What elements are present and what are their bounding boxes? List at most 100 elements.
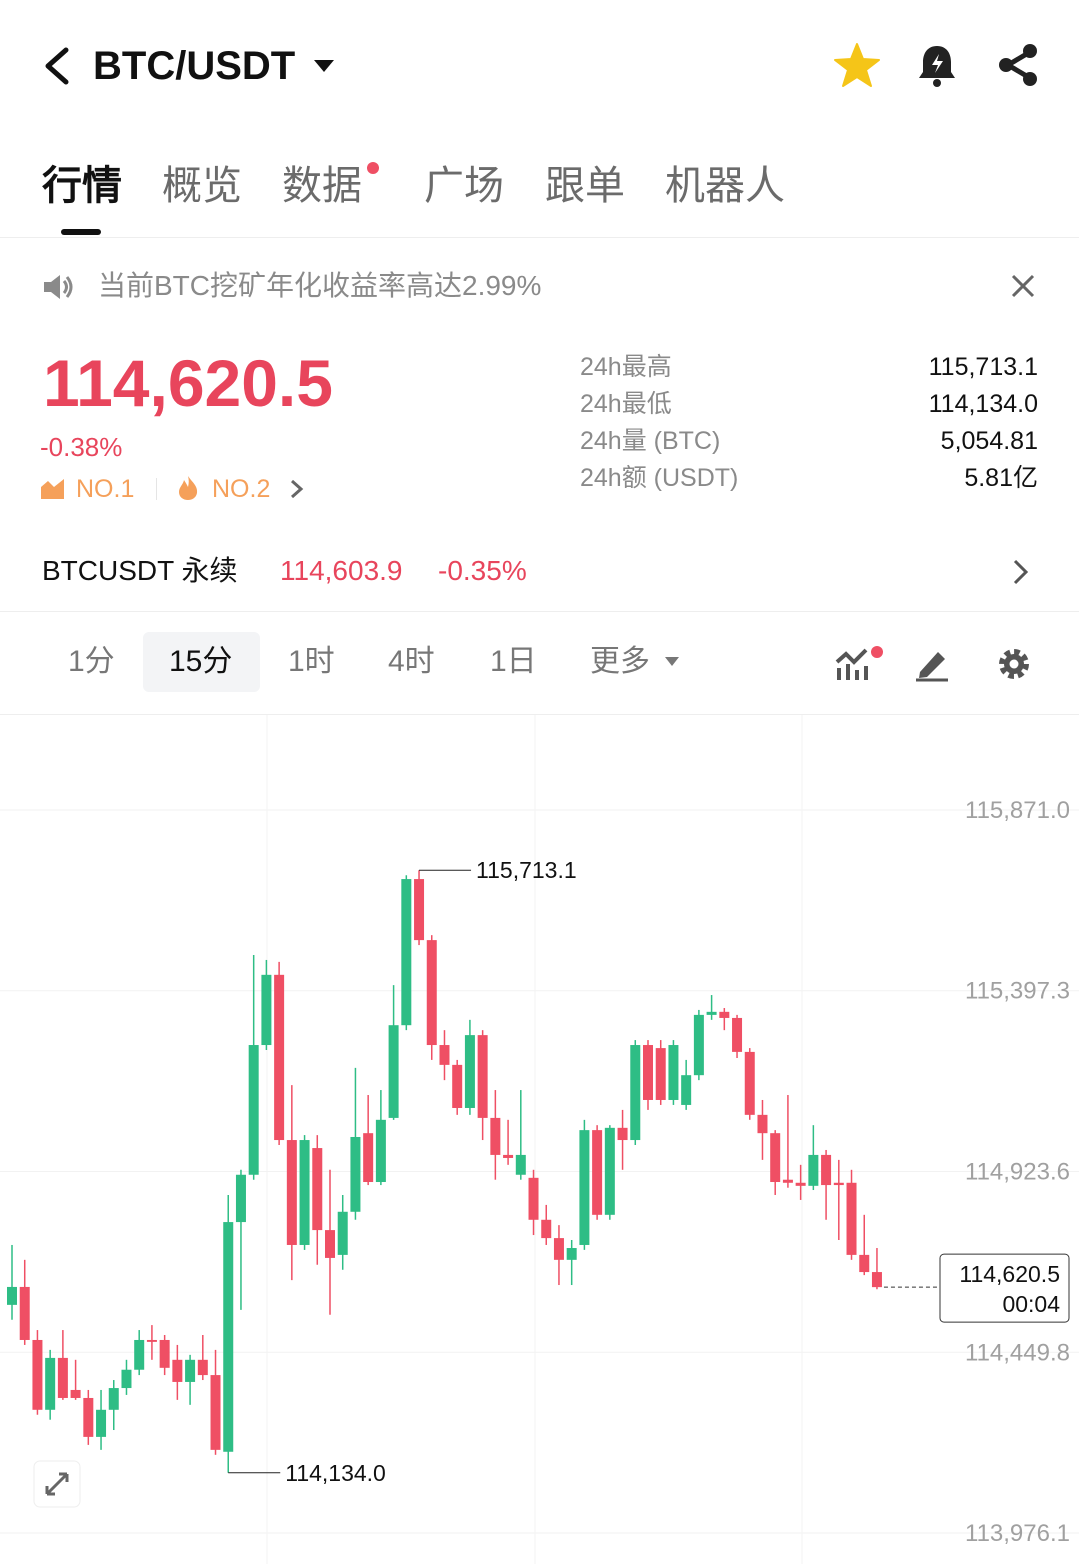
interval[interactable]: 更多 bbox=[590, 645, 650, 678]
stat-label: 24h量 (BTC) bbox=[580, 427, 721, 455]
tab[interactable]: 广场 bbox=[424, 164, 504, 208]
stat-value: 5.81亿 bbox=[964, 464, 1038, 492]
candle-body bbox=[490, 1117, 501, 1155]
candle-body bbox=[782, 1179, 793, 1183]
tab[interactable]: 机器人 bbox=[665, 164, 785, 208]
candle-body bbox=[83, 1397, 94, 1437]
candle-body bbox=[248, 1045, 259, 1175]
candle-body bbox=[172, 1359, 183, 1382]
candle-body bbox=[757, 1114, 768, 1134]
candle-body bbox=[19, 1286, 30, 1340]
active-interval-bg bbox=[143, 632, 260, 692]
interval[interactable]: 15分 bbox=[169, 645, 233, 678]
badge-dot bbox=[367, 162, 379, 174]
candle-body bbox=[108, 1388, 119, 1410]
perpetual-name[interactable]: BTCUSDT 永续 bbox=[42, 555, 238, 586]
candle-body bbox=[770, 1133, 781, 1183]
candle-body bbox=[617, 1127, 628, 1141]
last-price: 114,620.5 bbox=[43, 346, 333, 420]
y-tick-label: 114,923.6 bbox=[965, 1158, 1070, 1185]
stat-label: 24h最低 bbox=[580, 390, 672, 418]
tab[interactable]: 数据 bbox=[282, 164, 362, 208]
stat-label: 24h最高 bbox=[580, 353, 672, 381]
candle-body bbox=[503, 1154, 514, 1158]
candle-body bbox=[592, 1130, 603, 1215]
close-notice[interactable] bbox=[1011, 274, 1035, 298]
candle-body bbox=[579, 1130, 590, 1245]
favorite-star[interactable] bbox=[833, 42, 881, 88]
candle-body bbox=[286, 1140, 297, 1245]
y-tick-label: 115,871.0 bbox=[965, 797, 1070, 824]
back-button[interactable] bbox=[40, 44, 74, 88]
candle-body bbox=[235, 1174, 246, 1223]
candle-body bbox=[744, 1051, 755, 1115]
candle-body bbox=[32, 1339, 43, 1410]
candle-body bbox=[337, 1211, 348, 1255]
candle-body bbox=[185, 1359, 196, 1382]
interval[interactable]: 1分 bbox=[68, 645, 115, 678]
interval[interactable]: 1时 bbox=[288, 645, 335, 678]
settings-button[interactable] bbox=[996, 646, 1032, 682]
draw-button[interactable] bbox=[914, 646, 952, 682]
stat-value: 115,713.1 bbox=[928, 353, 1038, 381]
indicator-button[interactable] bbox=[834, 644, 886, 682]
candle-body bbox=[414, 879, 425, 941]
rank-badge[interactable]: NO.1 bbox=[76, 475, 135, 503]
candle-body bbox=[846, 1182, 857, 1255]
candlestick-chart: 113,976.1 114,449.8 114,923.6 115,397.3 115,… bbox=[0, 715, 1079, 1564]
alert-bell[interactable] bbox=[915, 42, 959, 88]
divider bbox=[156, 478, 157, 500]
candle-body bbox=[833, 1182, 844, 1186]
countdown-label: 00:04 bbox=[1002, 1291, 1060, 1317]
candle-body bbox=[541, 1219, 552, 1239]
more-dropdown[interactable] bbox=[664, 656, 680, 668]
candle-body bbox=[121, 1369, 132, 1389]
tab[interactable]: 跟单 bbox=[545, 164, 625, 208]
candle-body bbox=[808, 1154, 819, 1186]
tab-indicator bbox=[61, 229, 101, 235]
candle-body bbox=[859, 1254, 870, 1273]
candle-body bbox=[96, 1409, 107, 1437]
chevron[interactable] bbox=[1012, 558, 1030, 586]
candle-body bbox=[210, 1375, 221, 1450]
candle-body bbox=[795, 1182, 806, 1186]
last-price-label: 114,620.5 bbox=[959, 1261, 1060, 1287]
candle-body bbox=[668, 1045, 679, 1100]
candle-body bbox=[604, 1127, 615, 1215]
tab[interactable]: 行情 bbox=[42, 164, 122, 208]
pair-title[interactable]: BTC/USDT bbox=[93, 44, 296, 88]
candle-body bbox=[515, 1154, 526, 1175]
last-price-box bbox=[939, 1253, 1070, 1323]
candle-body bbox=[363, 1133, 374, 1183]
tab[interactable]: 概览 bbox=[162, 164, 242, 208]
candle-body bbox=[134, 1339, 145, 1370]
divider bbox=[0, 237, 1079, 238]
notice-text[interactable]: 当前BTC挖矿年化收益率高达2.99% bbox=[98, 270, 542, 301]
candle-body bbox=[401, 879, 412, 1026]
y-tick-label: 115,397.3 bbox=[965, 978, 1070, 1005]
fire-icon bbox=[179, 476, 198, 500]
candle-body bbox=[528, 1177, 539, 1220]
stat-value: 114,134.0 bbox=[928, 390, 1038, 418]
y-tick-label: 114,449.8 bbox=[965, 1339, 1070, 1366]
rank-badge[interactable]: NO.2 bbox=[212, 475, 271, 503]
candle-body bbox=[821, 1154, 832, 1186]
fullscreen-icon bbox=[45, 1472, 69, 1496]
chevron[interactable] bbox=[289, 478, 305, 500]
candle-body bbox=[681, 1075, 692, 1105]
candle-body bbox=[630, 1045, 641, 1141]
interval[interactable]: 1日 bbox=[490, 645, 537, 678]
pair-dropdown[interactable] bbox=[313, 58, 335, 74]
stat-value: 5,054.81 bbox=[940, 427, 1038, 455]
candle-body bbox=[57, 1357, 68, 1398]
candle-body bbox=[375, 1119, 386, 1183]
candle-body bbox=[146, 1339, 157, 1342]
candle-body bbox=[197, 1359, 208, 1376]
high-label: 115,713.1 bbox=[476, 857, 577, 883]
interval[interactable]: 4时 bbox=[388, 645, 435, 678]
candle-body bbox=[732, 1017, 743, 1052]
stat-label: 24h额 (USDT) bbox=[580, 464, 739, 492]
candle-body bbox=[452, 1064, 463, 1108]
share-button[interactable] bbox=[996, 42, 1042, 88]
